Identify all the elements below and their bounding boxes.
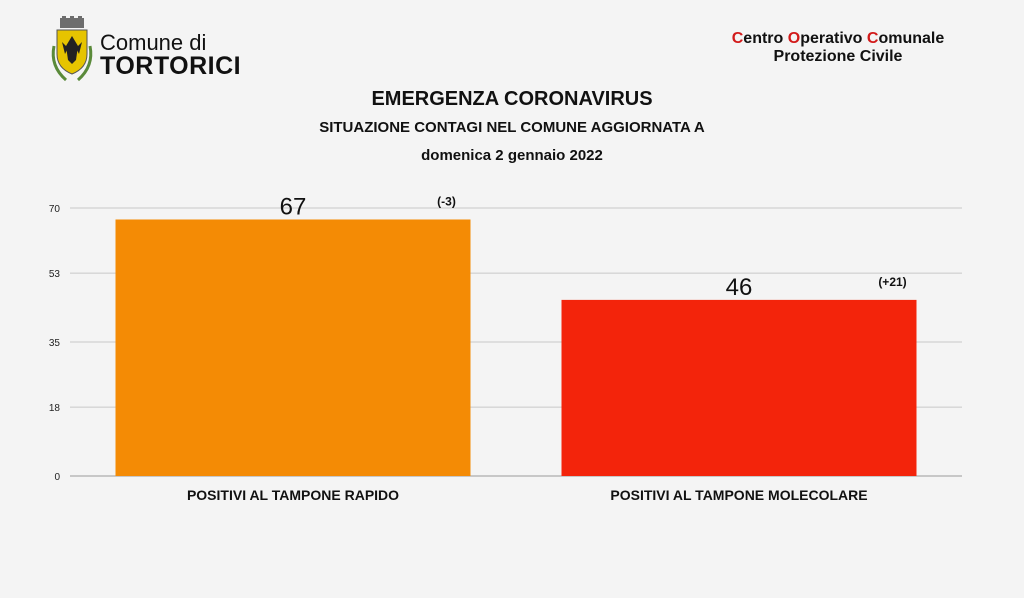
y-tick-label: 70: [49, 204, 61, 215]
chart-subtitle: SITUAZIONE CONTAGI NEL COMUNE AGGIORNATA…: [319, 119, 705, 136]
coat-of-arms-icon: [51, 16, 93, 82]
chart-date: domenica 2 gennaio 2022: [421, 147, 603, 164]
bar-change-label: (-3): [437, 194, 456, 208]
coc-rest-3: omunale: [878, 30, 945, 47]
bar-molecolare: [561, 299, 917, 476]
centro-operativo-line1: Centro Operativo Comunale: [718, 30, 958, 48]
bar-value-label: 67: [280, 193, 307, 220]
y-tick-label: 53: [49, 269, 61, 280]
comune-logo: Comune di TORTORICI: [48, 16, 268, 86]
bar-rapido: [115, 219, 471, 476]
coc-initial-3: C: [866, 30, 879, 47]
chart-header: EMERGENZA CORONAVIRUS SITUAZIONE CONTAGI…: [0, 86, 1024, 168]
protezione-civile-line: Protezione Civile: [773, 48, 903, 65]
y-tick-label: 18: [49, 403, 61, 414]
coc-rest-2: perativo: [800, 30, 867, 47]
logo-text-comune-di: Comune di: [100, 30, 207, 55]
coc-rest-1: entro: [743, 30, 788, 47]
chart-title: EMERGENZA CORONAVIRUS: [371, 88, 653, 110]
logo-text-tortorici: TORTORICI: [100, 52, 242, 80]
coc-initial-2: O: [787, 30, 801, 47]
y-tick-label: 0: [54, 472, 60, 483]
centro-operativo-label: Centro Operativo Comunale Protezione Civ…: [718, 30, 958, 66]
bar-value-label: 46: [726, 274, 753, 301]
bar-change-label: (+21): [878, 275, 906, 289]
x-category-label: POSITIVI AL TAMPONE MOLECOLARE: [610, 487, 867, 503]
coc-initial-1: C: [731, 30, 744, 47]
y-tick-label: 35: [49, 338, 61, 349]
x-category-label: POSITIVI AL TAMPONE RAPIDO: [187, 487, 399, 503]
